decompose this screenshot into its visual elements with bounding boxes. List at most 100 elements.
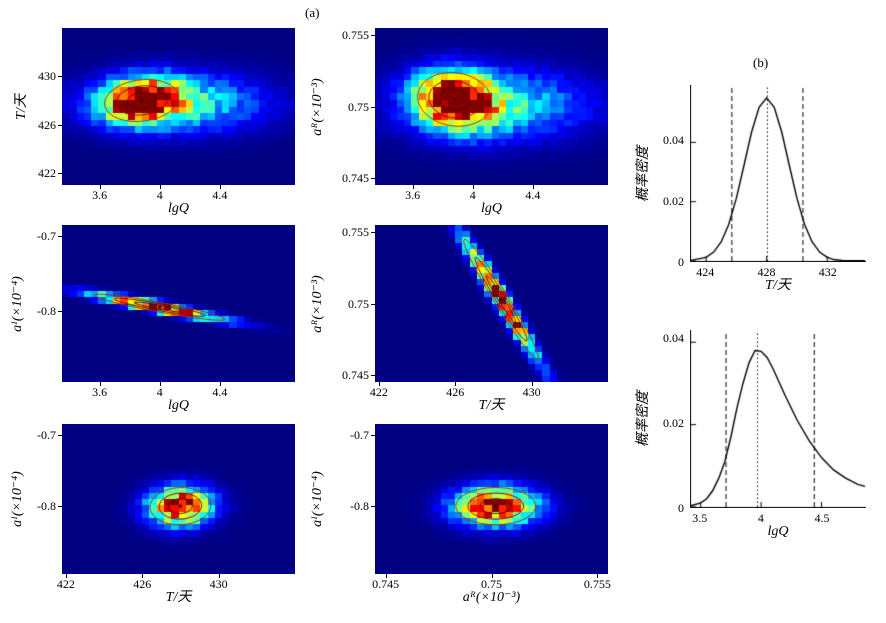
x-tick-mark [472,185,474,189]
x-tick-mark [531,382,533,386]
x-tick-mark [597,574,599,578]
x-tick-label: 4.5 [814,511,830,525]
x-tick-mark [385,574,387,578]
x-axis-title: lgQ [168,398,189,413]
x-tick-label: 426 [446,385,465,399]
y-axis-title: aᴿ(×10⁻³) [310,274,325,333]
y-tick-mark [58,172,62,174]
y-tick-label: 0.755 [342,225,369,240]
y-tick-mark [371,506,375,508]
x-tick-label: 4.4 [212,385,228,399]
x-tick-mark [491,574,493,578]
panel-label-a: (a) [305,5,320,20]
y-axis-title: aᴿ(×10⁻³) [310,77,325,136]
y-tick-mark [371,232,375,234]
y-tick-label: -0.8 [37,499,56,514]
x-tick-label: 426 [133,577,152,591]
y-tick-label: 0.745 [342,170,369,185]
y-tick-mark [371,303,375,305]
x-tick-label: 422 [56,577,75,591]
pdf-plot-T: T/天 概率密度 424 428 432 0 0.02 0.04 [636,85,866,293]
y-axis-title: 概率密度 [636,145,651,202]
y-tick-label: -0.7 [350,427,369,442]
y-tick-label: 426 [38,117,56,132]
heatmap-canvas-T-vs-lgQ [62,28,295,185]
heatmap-aR-vs-lgQ: lgQ aᴿ(×10⁻³) 3.6 4 4.4 0.745 0.75 0.755 [310,28,608,216]
y-axis-title: 概率密度 [636,391,651,447]
y-tick-label: -0.8 [350,499,369,514]
y-tick-label: -0.7 [37,229,56,244]
heatmap-aI-vs-T: T/天 aᴵ(×10⁻⁴) 422 426 430 -0.7 -0.8 [10,424,295,605]
y-tick-label: -0.8 [37,303,56,318]
x-tick-mark [218,574,220,578]
x-tick-mark [142,574,144,578]
x-tick-label: 430 [522,385,541,399]
y-tick-label: -0.7 [37,427,56,442]
y-tick-label: 430 [38,69,56,84]
x-tick-mark [412,185,414,189]
x-axis-title: aᴿ(×10⁻³) [462,590,521,605]
x-axis-title: T/天 [165,590,192,605]
heatmap-canvas-aI-vs-T [62,424,295,574]
y-tick-label: 0.75 [348,296,369,311]
x-axis-title: lgQ [767,524,789,539]
heatmap-canvas-aR-vs-lgQ [375,28,608,185]
x-axis-title: T/天 [478,398,505,413]
heatmap-canvas-aR-vs-T [375,225,608,382]
y-tick-mark [58,434,62,436]
x-tick-mark [219,382,221,386]
pdf-plot-lgQ: lgQ 概率密度 3.5 4 4.5 0 0.02 0.04 [636,330,866,539]
y-tick-mark [58,310,62,312]
x-axis-title: lgQ [481,201,502,216]
x-tick-mark [99,382,101,386]
y-axis-title: T/天 [14,93,29,120]
x-tick-label: 3.6 [92,385,108,399]
heatmap-aI-vs-lgQ: lgQ aᴵ(×10⁻⁴) 3.6 4 4.4 -0.7 -0.8 [10,225,295,413]
y-tick-mark [371,434,375,436]
y-tick-label: 0 [678,501,684,515]
y-tick-label: 0.02 [663,416,684,431]
x-tick-label: 3.5 [692,511,708,525]
y-tick-mark [58,236,62,238]
y-tick-mark [371,35,375,37]
y-tick-label: 0.745 [342,367,369,382]
y-tick-mark [371,374,375,376]
y-tick-mark [58,124,62,126]
y-tick-label: 0.04 [663,132,684,147]
y-axis-title: aᴵ(×10⁻⁴) [10,471,25,527]
x-tick-mark [532,185,534,189]
x-axis-title: lgQ [168,201,189,216]
x-tick-mark [99,185,101,189]
heatmap-aR-vs-T: T/天 aᴿ(×10⁻³) 422 426 430 0.745 0.75 0.755 [310,225,608,413]
pdf-canvas-T [690,85,866,262]
heatmap-aI-vs-aR: aᴿ(×10⁻³) aᴵ(×10⁻⁴) 0.745 0.75 0.755 -0.7 -0… [310,424,611,605]
y-axis-title: aᴵ(×10⁻⁴) [310,471,325,527]
x-tick-label: 3.6 [92,188,108,202]
x-tick-label: 4.4 [212,188,228,202]
x-tick-mark [378,382,380,386]
y-tick-label: 0.75 [348,99,369,114]
pdf-canvas-lgQ [690,330,866,508]
x-tick-label: 4 [757,511,764,525]
y-axis-title: aᴵ(×10⁻⁴) [10,275,25,332]
y-tick-mark [371,177,375,179]
x-axis-title: T/天 [765,278,791,293]
y-tick-label: 422 [38,165,56,180]
x-tick-mark [159,185,161,189]
heatmap-T-vs-lgQ: lgQ T/天 3.6 4 4.4 422 426 430 [14,28,295,216]
x-tick-label: 428 [757,265,776,279]
heatmap-canvas-aI-vs-lgQ [62,225,295,382]
x-tick-label: 4 [156,188,163,202]
x-tick-mark [219,185,221,189]
x-tick-label: 3.6 [405,188,421,202]
y-tick-mark [371,106,375,108]
x-tick-label: 432 [818,265,837,279]
y-tick-label: 0.755 [342,28,369,43]
x-tick-label: 430 [209,577,228,591]
y-tick-label: 0 [678,255,684,269]
x-tick-label: 0.755 [583,577,611,591]
x-tick-label: 4 [156,385,163,399]
x-tick-mark [159,382,161,386]
x-tick-label: 0.745 [372,577,400,591]
